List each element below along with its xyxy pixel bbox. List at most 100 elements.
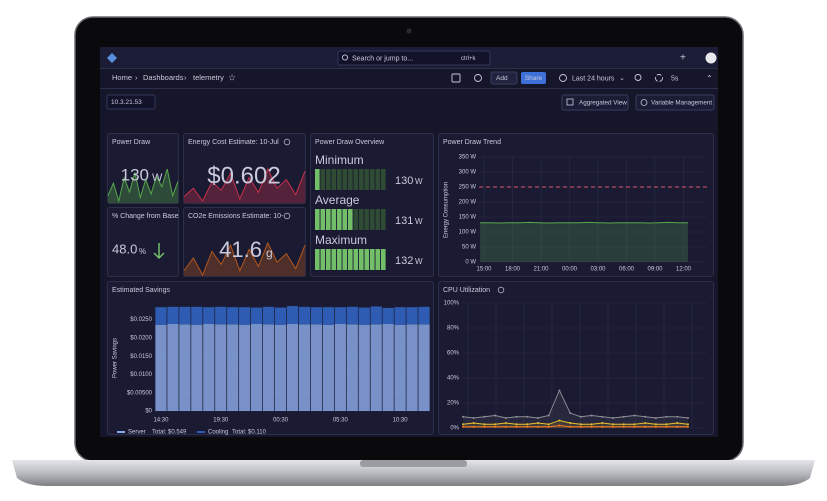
gauge-cell — [320, 209, 326, 230]
x-tick-label: 00:30 — [273, 418, 289, 424]
bar-segment — [215, 306, 227, 325]
series-point — [676, 425, 679, 428]
search-box[interactable] — [337, 50, 491, 66]
series-point — [483, 415, 486, 418]
collapse-icon[interactable]: ⌃ — [706, 74, 713, 83]
gauge-unit: W — [415, 257, 423, 266]
breadcrumb-sep: › — [135, 73, 138, 82]
gauge-cell — [326, 169, 331, 190]
sparkline-area — [108, 169, 178, 203]
series-point — [472, 425, 475, 428]
share-button[interactable] — [521, 72, 546, 84]
breadcrumb-item[interactable]: Home — [112, 73, 132, 82]
star-icon[interactable]: ☆ — [228, 72, 236, 82]
y-tick-label: 200 W — [459, 200, 477, 206]
bar-segment — [274, 307, 287, 325]
gauge-cell — [364, 169, 370, 190]
series-point — [665, 415, 668, 418]
clock-icon — [559, 74, 567, 82]
bar-segment — [179, 306, 191, 325]
x-tick-label: 06:00 — [619, 267, 635, 273]
legend-total: Total: $0.549 — [152, 430, 187, 436]
sparkline — [107, 168, 179, 203]
settings-icon[interactable] — [474, 74, 482, 82]
gauge-cell — [348, 209, 353, 230]
zoom-out-icon[interactable] — [634, 74, 642, 81]
x-tick-label: 19:30 — [213, 418, 229, 424]
bar-segment — [274, 324, 287, 411]
gauge-cell — [359, 249, 364, 270]
panel-bg — [183, 207, 306, 277]
y-tick-label: $0.0200 — [130, 335, 152, 341]
gauge-cell — [370, 249, 375, 270]
gauge-cell — [381, 249, 386, 270]
gauge-cell — [342, 169, 348, 190]
x-tick-label: 05:30 — [333, 418, 349, 424]
series-point — [676, 422, 679, 424]
series-point — [654, 425, 657, 428]
y-tick-label: 0% — [450, 426, 459, 432]
refresh-icon[interactable] — [655, 74, 663, 82]
y-tick-label: 80% — [447, 326, 460, 332]
gauge-cell — [348, 169, 353, 190]
info-icon — [497, 286, 505, 294]
y-tick-label: 20% — [447, 401, 460, 407]
gauge-cell — [348, 249, 353, 270]
bar-segment — [334, 307, 346, 325]
aggregated-view-button[interactable] — [561, 94, 629, 111]
gauge-value: 132 — [395, 255, 413, 267]
y-axis-label: Power Savings — [113, 338, 119, 378]
gauge-cell — [331, 249, 337, 270]
x-tick-label: 12:00 — [676, 267, 692, 273]
add-menu-icon[interactable]: + — [680, 53, 686, 64]
gauge-cell — [337, 209, 342, 230]
bar-segment — [191, 324, 203, 411]
series-point — [612, 423, 614, 426]
panel-title: Energy Cost Estimate: 10-Jul — [188, 139, 279, 146]
bar-segment — [382, 324, 394, 411]
series-line — [480, 221, 688, 224]
bar-segment — [215, 324, 227, 411]
gauge-cell — [375, 209, 381, 230]
add-button[interactable] — [490, 71, 518, 85]
bar-segment — [167, 306, 179, 325]
gauge-cell — [320, 249, 326, 270]
avatar[interactable] — [705, 52, 717, 64]
gauge-cell — [342, 209, 348, 230]
panel-title: Power Draw — [112, 139, 151, 146]
series-point — [633, 425, 636, 428]
series-point — [590, 423, 593, 426]
y-tick-label: $0.0250 — [130, 317, 152, 323]
search-shortcut: ctrl+k — [461, 56, 477, 62]
logo[interactable] — [107, 53, 117, 63]
panel-bg — [183, 133, 306, 204]
bar-segment — [370, 324, 382, 411]
save-icon[interactable] — [451, 73, 461, 83]
y-tick-label: 0 W — [465, 260, 476, 266]
gauge-value: 131 — [395, 215, 413, 227]
y-tick-label: 250 W — [459, 185, 477, 191]
series-point — [462, 415, 464, 418]
variable-management-button[interactable] — [635, 94, 715, 111]
y-tick-label: 150 W — [459, 215, 477, 221]
gauge — [315, 169, 386, 190]
series-point — [494, 425, 497, 428]
series-point — [558, 419, 561, 422]
refresh-interval[interactable]: 5s — [671, 75, 679, 82]
series-area — [463, 420, 688, 428]
sparkline-area — [184, 169, 305, 203]
series-point — [644, 425, 647, 428]
bar-segment — [322, 324, 334, 411]
variable-select[interactable] — [106, 94, 156, 110]
stat-unit: W — [152, 172, 163, 184]
bar-segment — [370, 306, 382, 325]
series-point — [537, 425, 539, 428]
series-point — [687, 425, 689, 428]
breadcrumb-item[interactable]: Dashboards — [143, 73, 184, 82]
gauge-cell — [364, 209, 370, 230]
y-tick-label: 300 W — [459, 170, 477, 176]
time-range[interactable]: Last 24 hours — [572, 75, 615, 82]
series-point — [654, 423, 657, 426]
series-point — [601, 422, 604, 424]
add-button-label: Add — [496, 75, 508, 82]
